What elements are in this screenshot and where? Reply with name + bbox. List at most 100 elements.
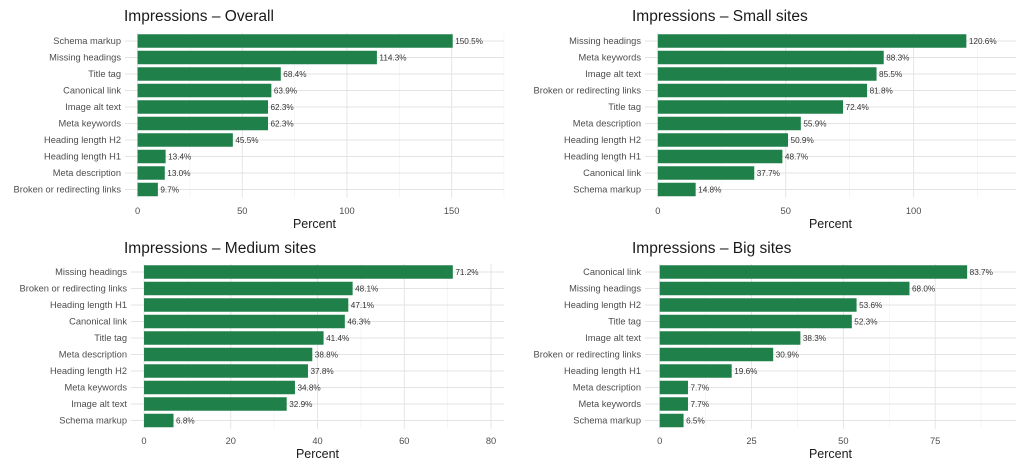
category-label: Image alt text bbox=[65, 102, 121, 112]
bar bbox=[657, 67, 877, 81]
x-tick-label: 50 bbox=[237, 206, 247, 216]
category-label: Title tag bbox=[88, 69, 121, 79]
x-tick-label: 0 bbox=[141, 436, 146, 446]
bar bbox=[137, 133, 233, 147]
data-label: 13.4% bbox=[168, 153, 191, 162]
data-label: 6.5% bbox=[686, 417, 705, 426]
bar bbox=[657, 182, 696, 197]
chart-panel-small-sites: Impressions – Small sites 120.6% Missing … bbox=[512, 0, 1024, 236]
category-label: Missing headings bbox=[55, 267, 127, 277]
category-label: Meta description bbox=[573, 119, 641, 129]
bar bbox=[659, 281, 910, 296]
category-label: Canonical link bbox=[69, 317, 127, 327]
category-label: Meta description bbox=[53, 168, 121, 178]
data-label: 45.5% bbox=[235, 136, 258, 145]
bar bbox=[659, 298, 857, 312]
data-label: 30.9% bbox=[776, 351, 799, 360]
data-label: 19.6% bbox=[734, 367, 757, 376]
bar bbox=[657, 116, 801, 131]
data-label: 55.9% bbox=[803, 120, 826, 129]
bar bbox=[659, 314, 852, 329]
data-label: 120.6% bbox=[969, 37, 997, 46]
category-label: Canonical link bbox=[63, 86, 121, 96]
chart-panel-medium-sites: Impressions – Medium sites 71.2% Missing … bbox=[0, 236, 512, 472]
bar bbox=[659, 331, 801, 345]
bar bbox=[659, 397, 688, 411]
category-label: Meta keywords bbox=[58, 119, 121, 129]
x-tick-label: 75 bbox=[930, 436, 940, 446]
category-label: Heading length H1 bbox=[564, 152, 641, 162]
category-label: Schema markup bbox=[573, 185, 641, 195]
bar bbox=[144, 281, 353, 296]
category-label: Broken or redirecting links bbox=[534, 350, 642, 360]
bar bbox=[657, 166, 755, 180]
bar bbox=[137, 182, 158, 197]
category-label: Meta keywords bbox=[578, 399, 641, 409]
chart-svg: 120.6% Missing headings 88.3% Meta keywords… bbox=[534, 32, 1016, 231]
bar bbox=[137, 50, 377, 65]
bar bbox=[137, 67, 281, 81]
category-label: Schema markup bbox=[53, 36, 121, 46]
x-tick-label: 80 bbox=[486, 436, 496, 446]
data-label: 46.3% bbox=[347, 318, 370, 327]
data-label: 32.9% bbox=[289, 400, 312, 409]
category-label: Meta description bbox=[59, 350, 127, 360]
data-label: 41.4% bbox=[326, 334, 349, 343]
category-label: Title tag bbox=[608, 102, 641, 112]
bar bbox=[659, 265, 968, 279]
category-label: Title tag bbox=[94, 333, 127, 343]
bar bbox=[137, 116, 269, 131]
data-label: 13.0% bbox=[167, 169, 190, 178]
bar bbox=[144, 265, 453, 279]
bar bbox=[144, 314, 345, 329]
x-tick-label: 100 bbox=[339, 206, 355, 216]
bar bbox=[144, 347, 313, 362]
x-tick-label: 0 bbox=[657, 436, 662, 446]
x-axis-title: Percent bbox=[296, 447, 340, 461]
data-label: 9.7% bbox=[160, 186, 179, 195]
data-label: 48.1% bbox=[355, 285, 378, 294]
data-label: 150.5% bbox=[455, 37, 483, 46]
data-label: 62.3% bbox=[271, 103, 294, 112]
x-tick-label: 25 bbox=[746, 436, 756, 446]
bar bbox=[659, 347, 774, 362]
bar bbox=[137, 83, 272, 98]
data-label: 7.7% bbox=[690, 400, 709, 409]
data-label: 6.8% bbox=[176, 417, 195, 426]
category-label: Missing headings bbox=[49, 53, 121, 63]
category-label: Heading length H1 bbox=[50, 300, 127, 310]
category-label: Heading length H2 bbox=[564, 300, 641, 310]
x-tick-label: 0 bbox=[655, 206, 660, 216]
category-label: Schema markup bbox=[59, 416, 127, 426]
bar bbox=[144, 397, 287, 411]
bar bbox=[144, 413, 174, 428]
bar bbox=[657, 34, 967, 48]
category-label: Heading length H1 bbox=[564, 366, 641, 376]
data-label: 68.4% bbox=[283, 70, 306, 79]
x-axis-title: Percent bbox=[293, 217, 337, 231]
bar bbox=[144, 331, 324, 345]
bar bbox=[144, 380, 295, 395]
category-label: Meta description bbox=[573, 383, 641, 393]
category-label: Image alt text bbox=[71, 399, 127, 409]
chart-svg: 150.5% Schema markup 114.3% Missing heading… bbox=[14, 32, 505, 231]
chart-svg: 71.2% Missing headings 48.1% Broken or redi… bbox=[20, 263, 504, 461]
data-label: 14.8% bbox=[698, 186, 721, 195]
data-label: 38.8% bbox=[315, 351, 338, 360]
category-label: Image alt text bbox=[585, 69, 641, 79]
x-tick-label: 150 bbox=[444, 206, 460, 216]
data-label: 37.8% bbox=[310, 367, 333, 376]
chart-title: Impressions – Medium sites bbox=[124, 240, 317, 257]
data-label: 38.3% bbox=[803, 334, 826, 343]
chart-title: Impressions – Big sites bbox=[632, 240, 792, 257]
bar bbox=[657, 149, 783, 164]
data-label: 52.3% bbox=[854, 318, 877, 327]
x-tick-label: 50 bbox=[781, 206, 791, 216]
category-label: Meta keywords bbox=[578, 53, 641, 63]
category-label: Canonical link bbox=[583, 267, 641, 277]
data-label: 34.8% bbox=[297, 384, 320, 393]
bar bbox=[657, 83, 868, 98]
data-label: 62.3% bbox=[271, 120, 294, 129]
chart-panel-overall: Impressions – Overall 150.5% Schema marku… bbox=[0, 0, 512, 236]
bar bbox=[137, 100, 269, 114]
